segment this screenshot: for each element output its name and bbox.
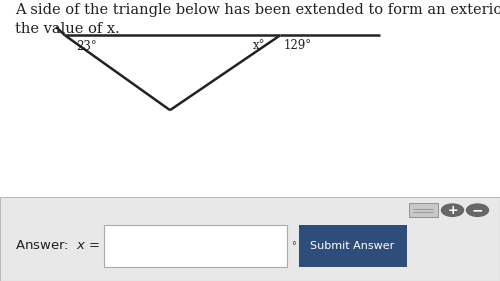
Text: A side of the triangle below has been extended to form an exterior angle of 129°: A side of the triangle below has been ex… — [15, 3, 500, 36]
Text: Answer:  $x$ =: Answer: $x$ = — [15, 239, 100, 252]
Circle shape — [466, 204, 488, 216]
FancyBboxPatch shape — [298, 225, 406, 267]
Text: 129°: 129° — [284, 39, 312, 52]
Text: x°: x° — [252, 39, 265, 52]
Text: Submit Answer: Submit Answer — [310, 241, 394, 251]
Text: 23°: 23° — [76, 40, 97, 53]
FancyBboxPatch shape — [104, 225, 286, 267]
FancyBboxPatch shape — [408, 203, 438, 217]
Text: °: ° — [291, 241, 296, 251]
FancyBboxPatch shape — [0, 197, 500, 281]
Text: +: + — [447, 204, 458, 217]
Circle shape — [442, 204, 464, 216]
Text: −: − — [472, 203, 484, 217]
